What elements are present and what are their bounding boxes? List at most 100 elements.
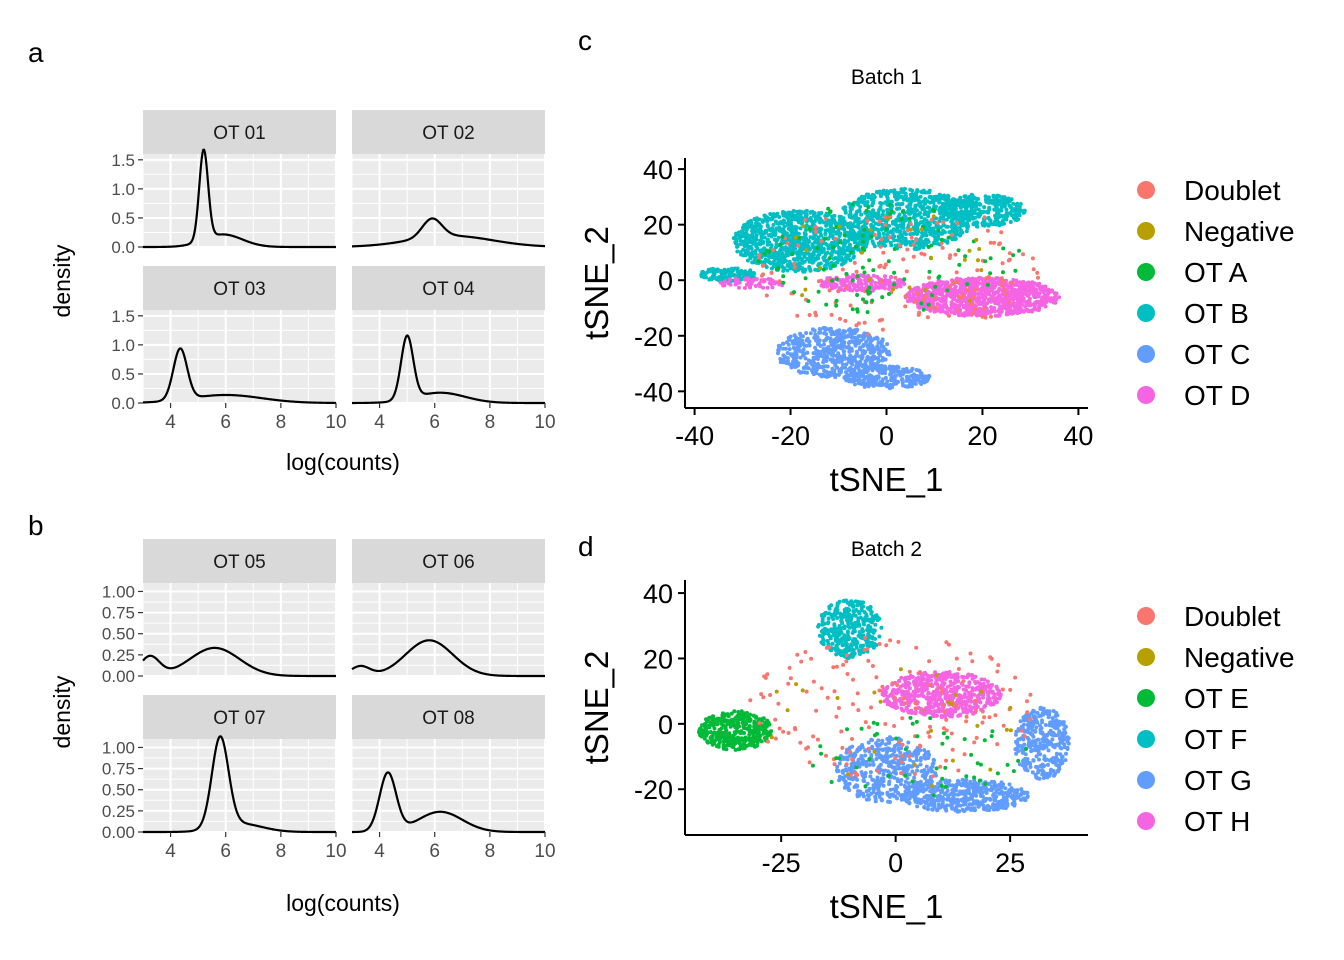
data-point bbox=[762, 252, 767, 256]
legend-item: Doublet bbox=[1137, 175, 1281, 206]
data-point bbox=[854, 642, 858, 647]
data-point bbox=[881, 250, 886, 255]
data-point bbox=[756, 259, 761, 264]
data-point bbox=[753, 284, 758, 288]
data-point bbox=[781, 274, 786, 279]
facet-panel-background bbox=[352, 154, 545, 247]
data-point bbox=[792, 290, 796, 295]
data-point bbox=[964, 215, 969, 220]
data-point bbox=[881, 209, 886, 214]
data-point bbox=[911, 254, 916, 259]
legend-item: OT A bbox=[1137, 257, 1248, 288]
data-point bbox=[838, 316, 842, 321]
data-point bbox=[1032, 294, 1037, 298]
data-point bbox=[1005, 306, 1010, 311]
data-point bbox=[894, 229, 899, 234]
x-tick-label: 8 bbox=[485, 412, 496, 433]
data-point bbox=[939, 283, 944, 288]
data-point bbox=[762, 260, 766, 264]
data-point bbox=[929, 243, 934, 248]
data-point bbox=[956, 248, 961, 253]
data-point bbox=[1007, 203, 1012, 208]
y-tick-label: 40 bbox=[643, 155, 673, 185]
data-point bbox=[856, 363, 861, 367]
data-point bbox=[826, 206, 831, 211]
data-point bbox=[712, 268, 717, 272]
data-point bbox=[941, 212, 946, 217]
data-point bbox=[871, 208, 876, 213]
data-point bbox=[851, 222, 855, 227]
data-point bbox=[885, 280, 890, 285]
data-point bbox=[939, 241, 944, 245]
cluster-negative bbox=[793, 214, 984, 303]
data-point bbox=[774, 212, 779, 217]
data-point bbox=[834, 250, 839, 255]
data-point bbox=[857, 196, 862, 201]
data-point bbox=[785, 241, 790, 245]
data-point bbox=[885, 342, 890, 347]
data-point bbox=[974, 299, 979, 304]
data-point bbox=[799, 250, 804, 255]
data-point bbox=[865, 218, 870, 223]
data-point bbox=[771, 251, 776, 256]
data-point bbox=[867, 277, 872, 282]
data-point bbox=[931, 214, 936, 219]
data-point bbox=[873, 622, 878, 627]
data-point bbox=[740, 271, 745, 276]
data-point bbox=[951, 280, 956, 285]
data-point bbox=[860, 353, 865, 357]
data-point bbox=[702, 275, 707, 280]
data-point bbox=[845, 374, 850, 379]
data-point bbox=[949, 310, 954, 315]
data-point bbox=[871, 268, 876, 273]
data-point bbox=[842, 375, 847, 380]
data-point bbox=[742, 286, 747, 290]
data-point bbox=[839, 637, 844, 642]
data-point bbox=[801, 224, 806, 229]
data-point bbox=[736, 230, 741, 235]
data-point bbox=[795, 313, 800, 318]
data-point bbox=[798, 349, 803, 354]
data-point bbox=[874, 366, 879, 371]
data-point bbox=[804, 331, 809, 335]
data-point bbox=[1046, 292, 1051, 296]
data-point bbox=[1048, 289, 1053, 294]
data-point bbox=[804, 251, 808, 256]
data-point bbox=[806, 218, 811, 222]
data-point bbox=[737, 280, 742, 285]
data-point bbox=[825, 250, 830, 255]
data-point bbox=[853, 358, 857, 363]
y-tick-label: 0.75 bbox=[102, 604, 135, 623]
data-point bbox=[1036, 308, 1041, 312]
data-point bbox=[888, 202, 893, 207]
data-point bbox=[997, 307, 1002, 312]
data-point bbox=[957, 197, 962, 202]
data-point bbox=[726, 270, 731, 274]
x-tick-label: 8 bbox=[276, 412, 287, 433]
data-point bbox=[843, 613, 848, 618]
data-point bbox=[1013, 282, 1018, 287]
data-point bbox=[887, 292, 891, 296]
data-point bbox=[751, 235, 756, 240]
x-tick-label: 8 bbox=[485, 841, 496, 862]
data-point bbox=[866, 344, 871, 349]
data-point bbox=[853, 283, 858, 288]
data-point bbox=[870, 288, 875, 293]
data-point bbox=[807, 343, 812, 348]
data-point bbox=[861, 219, 866, 224]
data-point bbox=[780, 251, 785, 256]
data-point bbox=[828, 230, 833, 235]
data-point bbox=[797, 209, 802, 214]
data-point bbox=[764, 265, 769, 269]
data-point bbox=[894, 202, 899, 207]
data-point bbox=[1006, 284, 1011, 289]
data-point bbox=[853, 378, 858, 382]
data-point bbox=[765, 249, 770, 254]
data-point bbox=[827, 262, 832, 267]
data-point bbox=[886, 216, 891, 221]
y-tick-label: 1.5 bbox=[111, 151, 135, 170]
data-point bbox=[877, 219, 882, 224]
data-point bbox=[778, 220, 783, 224]
data-point bbox=[856, 321, 861, 326]
data-point bbox=[883, 243, 887, 248]
